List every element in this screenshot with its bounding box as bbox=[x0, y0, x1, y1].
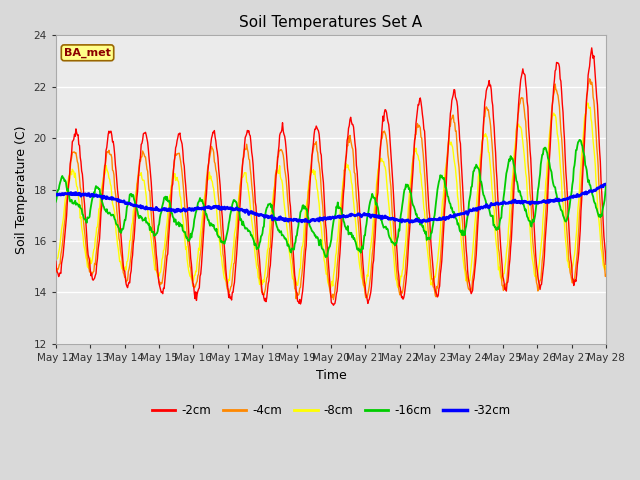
X-axis label: Time: Time bbox=[316, 369, 346, 382]
Text: BA_met: BA_met bbox=[64, 48, 111, 58]
Title: Soil Temperatures Set A: Soil Temperatures Set A bbox=[239, 15, 422, 30]
Legend: -2cm, -4cm, -8cm, -16cm, -32cm: -2cm, -4cm, -8cm, -16cm, -32cm bbox=[147, 399, 515, 421]
Y-axis label: Soil Temperature (C): Soil Temperature (C) bbox=[15, 125, 28, 254]
